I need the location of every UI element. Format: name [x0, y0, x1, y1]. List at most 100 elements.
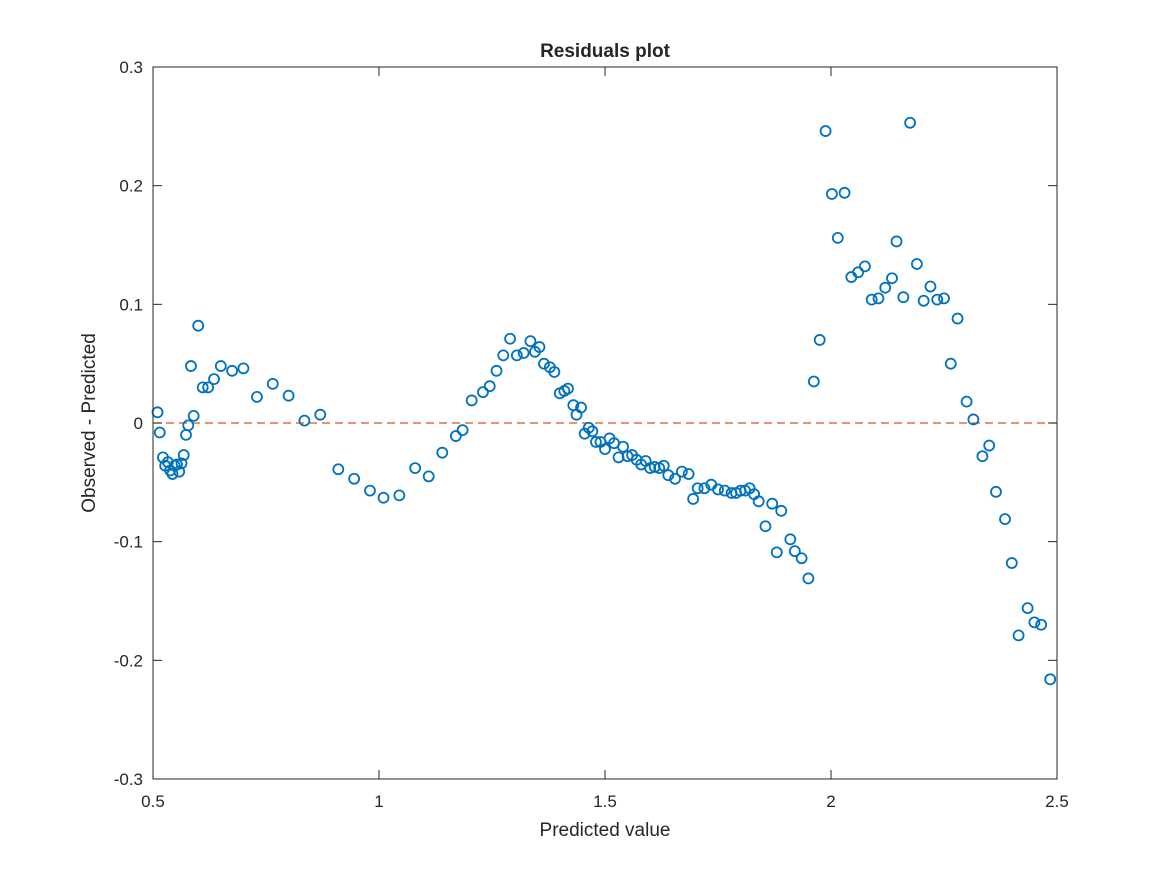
data-point-128	[983, 439, 996, 452]
y-tick-label: 0.1	[119, 295, 143, 314]
data-point-94	[759, 520, 772, 533]
data-point-34	[422, 470, 435, 483]
data-point-15	[187, 409, 200, 422]
data-point-35	[436, 446, 449, 459]
data-point-103	[813, 334, 826, 346]
data-point-28	[332, 463, 345, 476]
data-point-6	[166, 468, 179, 480]
data-point-93	[752, 495, 765, 508]
data-point-61	[590, 436, 602, 448]
data-point-100	[795, 552, 808, 565]
data-point-46	[524, 335, 537, 348]
data-point-115	[890, 235, 903, 248]
data-point-10	[175, 457, 188, 470]
axis-ticks: 0.5 1 1.5 2 2.5 -0.3 -0.2 -0.1 0 0.1 0.2 0.3	[114, 58, 1069, 811]
data-point-30	[364, 484, 376, 497]
data-point-107	[838, 186, 851, 199]
data-point-111	[865, 293, 878, 306]
data-point-102	[807, 375, 820, 388]
data-point-127	[976, 450, 989, 463]
data-point-54	[562, 382, 574, 395]
data-point-78	[669, 472, 681, 485]
data-point-123	[944, 357, 957, 370]
data-point-82	[691, 482, 704, 495]
data-point-1	[153, 426, 166, 439]
data-point-44	[510, 349, 523, 362]
data-point-31	[377, 491, 390, 504]
x-tick-label: 1	[374, 792, 383, 811]
data-point-57	[575, 401, 587, 414]
data-point-132	[1012, 629, 1025, 642]
data-point-99	[788, 545, 801, 558]
data-point-38	[465, 394, 478, 407]
data-point-79	[675, 465, 688, 478]
y-tick-label: 0.3	[119, 58, 143, 77]
data-point-8	[171, 458, 183, 471]
data-point-80	[682, 468, 695, 480]
data-point-118	[910, 258, 923, 270]
data-point-112	[872, 292, 885, 305]
data-point-85	[712, 483, 724, 496]
data-point-49	[538, 357, 550, 370]
data-point-125	[960, 395, 973, 408]
x-tick-label: 2	[826, 792, 835, 811]
data-point-77	[662, 469, 675, 482]
data-point-109	[852, 266, 865, 279]
data-point-96	[770, 546, 783, 559]
data-point-45	[517, 347, 530, 359]
data-point-48	[533, 341, 546, 353]
data-point-106	[831, 231, 844, 244]
data-point-95	[766, 497, 779, 510]
data-point-83	[698, 482, 711, 495]
data-point-136	[1044, 673, 1057, 686]
data-point-110	[859, 260, 871, 273]
data-point-25	[282, 389, 295, 402]
data-point-59	[582, 421, 595, 434]
data-point-116	[897, 291, 910, 304]
data-point-36	[449, 430, 462, 442]
data-point-40	[483, 380, 496, 393]
data-point-119	[917, 294, 930, 307]
data-point-130	[999, 513, 1011, 526]
data-point-37	[456, 424, 469, 437]
x-tick-label: 2.5	[1045, 792, 1069, 811]
chart-title: Residuals plot	[540, 41, 671, 62]
data-point-126	[967, 413, 980, 426]
x-tick-label: 1.5	[593, 792, 617, 811]
data-point-20	[214, 360, 227, 372]
data-point-76	[657, 459, 670, 472]
data-point-41	[490, 364, 503, 377]
data-point-81	[687, 493, 700, 505]
data-point-135	[1035, 618, 1048, 631]
data-point-63	[599, 443, 611, 456]
data-point-23	[251, 390, 263, 403]
data-point-14	[185, 360, 197, 372]
y-tick-label: 0	[134, 414, 143, 433]
data-point-19	[208, 373, 220, 385]
data-point-22	[237, 362, 250, 375]
y-tick-label: -0.2	[114, 651, 143, 670]
y-tick-label: -0.1	[114, 533, 143, 552]
data-point-67	[617, 440, 629, 453]
data-point-27	[314, 408, 327, 421]
y-axis-label: Observed - Predicted	[79, 333, 100, 513]
data-point-129	[990, 485, 1002, 498]
data-point-120	[924, 280, 937, 293]
data-point-97	[775, 504, 788, 517]
data-point-51	[548, 366, 561, 378]
data-point-133	[1021, 602, 1034, 615]
data-point-124	[951, 312, 964, 325]
data-point-39	[477, 386, 489, 399]
data-point-42	[497, 349, 510, 362]
data-point-16	[192, 319, 205, 332]
data-point-131	[1005, 557, 1018, 569]
data-point-17	[196, 381, 209, 394]
data-points	[151, 116, 1057, 686]
data-point-105	[826, 188, 838, 200]
data-point-101	[802, 572, 815, 585]
data-point-114	[886, 272, 898, 285]
data-point-104	[819, 125, 832, 137]
data-point-21	[226, 364, 239, 377]
data-point-12	[180, 428, 192, 441]
y-tick-label: 0.2	[119, 177, 143, 196]
